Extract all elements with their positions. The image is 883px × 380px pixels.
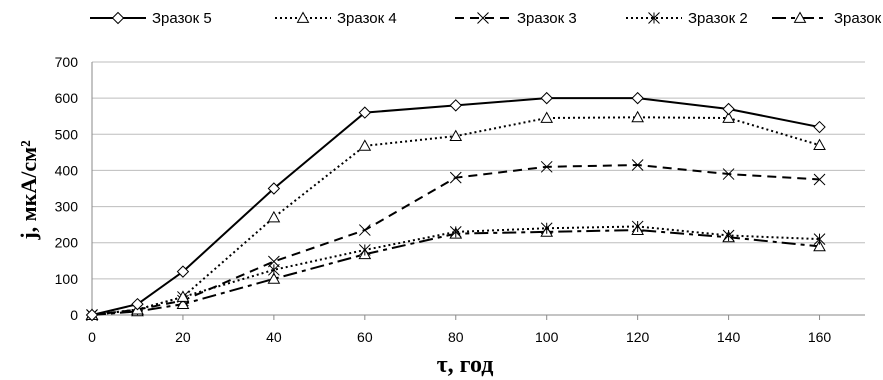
data-point-star <box>449 226 462 238</box>
legend-label: Зразок 4 <box>337 10 397 27</box>
data-point-triangle <box>722 111 735 123</box>
data-point-diamond <box>267 182 281 195</box>
data-point-triangle <box>813 138 826 151</box>
y-tick-label: 600 <box>55 90 79 106</box>
data-point-x <box>540 160 553 173</box>
data-point-star <box>631 220 644 233</box>
data-point-diamond <box>722 102 735 116</box>
data-point-x <box>722 168 735 180</box>
data-point-x <box>477 12 489 24</box>
legend: Зразок 5 Зразок 4 Зразок 3 Зразок 2 Зразок 1 <box>90 10 883 27</box>
y-tick-label: 200 <box>55 235 79 251</box>
y-tick-label: 100 <box>55 271 79 287</box>
data-point-triangle <box>296 11 310 23</box>
data-point-star <box>358 244 371 256</box>
series-зразок-5 <box>85 91 826 322</box>
legend-item: Зразок 5 <box>90 10 212 27</box>
data-point-star <box>722 229 735 242</box>
x-tick-label: 40 <box>266 329 282 345</box>
data-point-diamond <box>540 91 553 105</box>
data-point-x <box>631 159 644 171</box>
data-point-star <box>268 263 280 276</box>
series-зразок-3 <box>86 159 826 321</box>
legend-item: Зразок 2 <box>626 10 748 27</box>
data-point-x <box>268 255 280 268</box>
series-layer <box>85 91 826 322</box>
data-point-diamond <box>111 11 125 25</box>
x-tick-label: 160 <box>808 329 832 345</box>
data-point-star <box>648 12 660 24</box>
data-point-x <box>358 224 371 236</box>
series-line <box>91 116 820 316</box>
data-point-diamond <box>631 91 644 105</box>
legend-label: Зразок 5 <box>152 10 212 27</box>
data-point-diamond <box>85 308 99 322</box>
series-зразок-1 <box>85 223 826 320</box>
data-point-x <box>449 171 462 184</box>
data-point-triangle <box>813 239 826 252</box>
y-axis-title: j, мкА/см² <box>16 140 41 241</box>
data-point-diamond <box>449 99 462 112</box>
legend-label: Зразок 3 <box>517 10 577 27</box>
legend-label: Зразок 2 <box>688 10 748 27</box>
y-tick-label: 700 <box>55 54 79 70</box>
series-line <box>91 97 820 316</box>
x-tick-label: 120 <box>626 329 650 345</box>
series-зразок-4 <box>85 110 826 320</box>
x-tick-label: 100 <box>535 329 559 345</box>
y-tick-label: 400 <box>55 162 79 178</box>
x-tick-label: 0 <box>88 329 96 345</box>
data-point-diamond <box>176 265 190 278</box>
data-point-triangle <box>449 129 463 141</box>
data-point-triangle <box>540 111 554 123</box>
data-point-triangle <box>267 272 281 284</box>
y-tick-label: 500 <box>55 126 79 142</box>
data-point-diamond <box>358 106 372 119</box>
data-point-triangle <box>176 290 190 302</box>
data-point-triangle <box>793 11 807 23</box>
data-point-triangle <box>358 139 372 151</box>
data-point-star <box>813 233 826 245</box>
x-axis-title: τ, год <box>437 352 494 378</box>
data-point-diamond <box>813 120 826 134</box>
y-tick-label: 300 <box>55 199 79 215</box>
x-tick-label: 60 <box>357 329 373 345</box>
data-point-star <box>540 222 553 235</box>
series-line <box>91 229 820 316</box>
axes: 0 100 200 300 400 500 600 700 0 20 40 60 80 100 120 140… <box>55 54 865 345</box>
legend-item: Зразок 3 <box>455 10 577 27</box>
legend-item: Зразок 1 <box>772 10 883 27</box>
series-line <box>91 225 820 316</box>
legend-item: Зразок 4 <box>275 10 397 27</box>
data-point-diamond <box>131 297 144 311</box>
y-tick-label: 0 <box>70 307 78 323</box>
series-line <box>91 164 820 316</box>
legend-label: Зразок 1 <box>834 10 883 27</box>
x-tick-label: 80 <box>448 329 464 345</box>
grid <box>92 61 865 280</box>
series-зразок-2 <box>86 220 826 321</box>
x-tick-label: 140 <box>717 329 741 345</box>
data-point-triangle <box>631 110 644 123</box>
x-tick-label: 20 <box>175 329 191 345</box>
data-point-x <box>813 173 826 186</box>
data-point-triangle <box>267 210 281 223</box>
